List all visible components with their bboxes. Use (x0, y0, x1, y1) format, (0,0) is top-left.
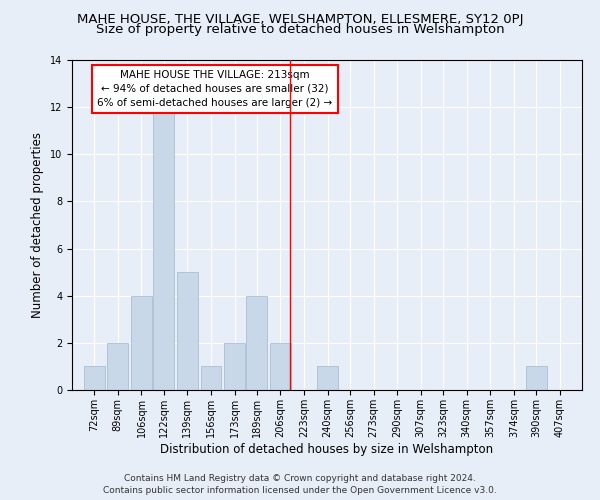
Bar (247, 296, 267, 390)
Bar (153, 107, 174, 390)
Bar (270, 343, 291, 390)
Bar (200, 366, 221, 390)
Bar (526, 366, 547, 390)
Text: Size of property relative to detached houses in Welshampton: Size of property relative to detached ho… (95, 22, 505, 36)
Bar (84, 366, 104, 390)
Bar (224, 343, 245, 390)
Y-axis label: Number of detached properties: Number of detached properties (31, 132, 44, 318)
Text: MAHE HOUSE, THE VILLAGE, WELSHAMPTON, ELLESMERE, SY12 0PJ: MAHE HOUSE, THE VILLAGE, WELSHAMPTON, EL… (77, 12, 523, 26)
Bar (107, 343, 128, 390)
X-axis label: Distribution of detached houses by size in Welshampton: Distribution of detached houses by size … (160, 442, 494, 456)
Bar (317, 366, 338, 390)
Text: MAHE HOUSE THE VILLAGE: 213sqm
← 94% of detached houses are smaller (32)
6% of s: MAHE HOUSE THE VILLAGE: 213sqm ← 94% of … (97, 70, 332, 108)
Text: Contains HM Land Registry data © Crown copyright and database right 2024.
Contai: Contains HM Land Registry data © Crown c… (103, 474, 497, 495)
Bar (131, 296, 152, 390)
Bar (177, 272, 198, 390)
